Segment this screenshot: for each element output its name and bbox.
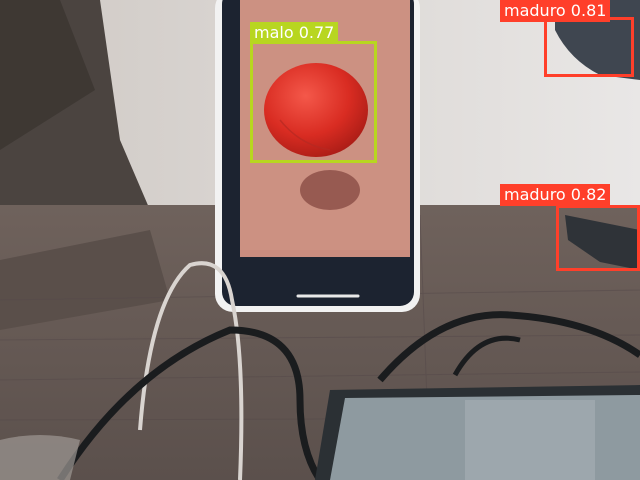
detection-label-maduro-top: maduro 0.81 bbox=[500, 0, 611, 22]
tomato bbox=[264, 63, 368, 157]
laptop bbox=[315, 385, 640, 480]
detection-box-maduro-right bbox=[556, 205, 640, 271]
detection-box-malo bbox=[250, 41, 377, 163]
detection-box-maduro-top bbox=[544, 17, 634, 77]
detection-class: maduro bbox=[504, 1, 566, 20]
detection-label-maduro-right: maduro 0.82 bbox=[500, 184, 611, 206]
detection-score: 0.82 bbox=[570, 185, 607, 204]
detection-class: maduro bbox=[504, 185, 566, 204]
detection-score: 0.81 bbox=[570, 1, 607, 20]
dark-object-right bbox=[565, 215, 640, 270]
cables bbox=[57, 261, 640, 480]
detection-score: 0.77 bbox=[298, 23, 335, 42]
detection-class: malo bbox=[254, 23, 294, 42]
detection-label-malo: malo 0.77 bbox=[250, 22, 339, 44]
